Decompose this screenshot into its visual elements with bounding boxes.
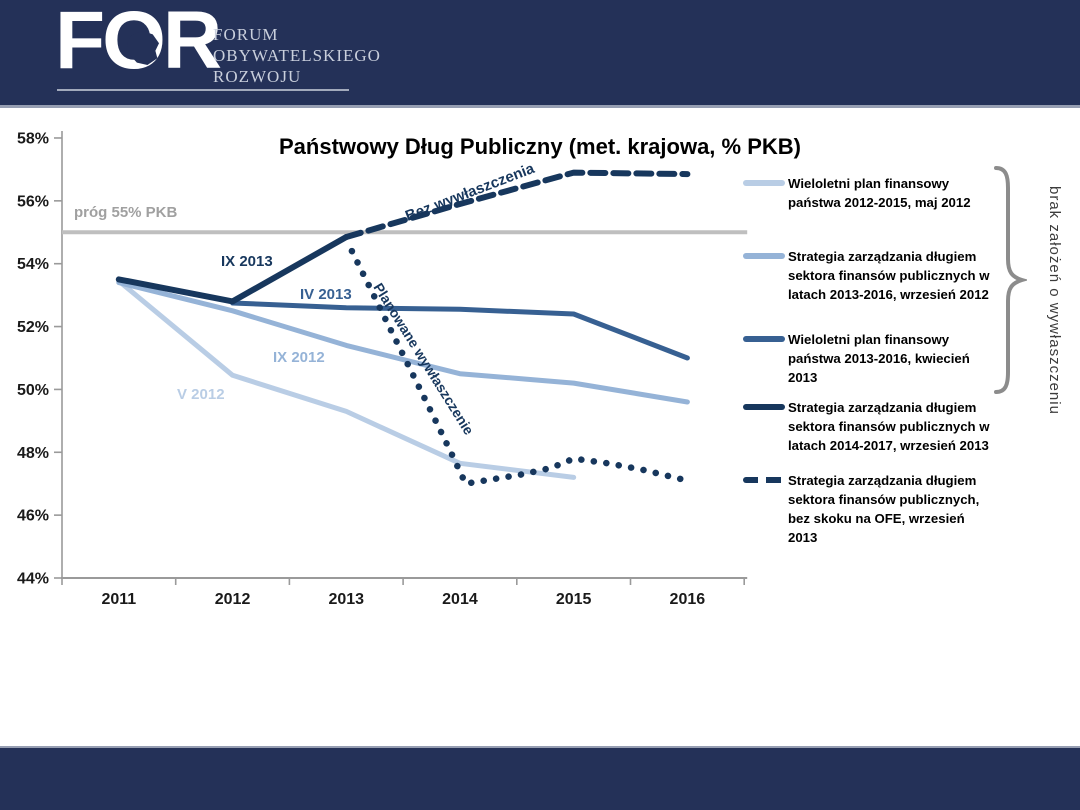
svg-text:2014: 2014 (442, 591, 478, 608)
org-name-line: ROZWOJU (213, 67, 302, 86)
legend-label: Wieloletni plan finansowy państwa 2012-2… (788, 176, 971, 210)
for-logo: FOR FORUM OBYWATELSKIEGO ROZWOJU (55, 0, 395, 104)
legend-key-line (743, 336, 785, 342)
org-name-line: OBYWATELSKIEGO (213, 46, 381, 65)
legend-label: Strategia zarządzania długiem sektora fi… (788, 249, 990, 302)
org-name: FORUM OBYWATELSKIEGO ROZWOJU (213, 24, 381, 87)
threshold-label: próg 55% PKB (74, 204, 178, 221)
series-label-ix2012: IX 2012 (273, 349, 325, 366)
brace-icon (994, 166, 1027, 394)
side-note-no-expropriation: brak założeń o wywłaszczeniu (1046, 186, 1063, 415)
svg-text:2012: 2012 (215, 591, 251, 608)
legend-label: Wieloletni plan finansowy państwa 2013-2… (788, 332, 970, 385)
svg-text:2011: 2011 (101, 591, 136, 608)
svg-text:2016: 2016 (670, 591, 706, 608)
legend-key-line (743, 477, 785, 483)
header-band: FOR FORUM OBYWATELSKIEGO ROZWOJU (0, 0, 1080, 108)
logo-underline (57, 89, 349, 91)
svg-text:2013: 2013 (328, 591, 364, 608)
svg-text:52%: 52% (17, 319, 49, 336)
series-label-iv2013: IV 2013 (300, 286, 352, 303)
svg-text:2015: 2015 (556, 591, 592, 608)
svg-text:56%: 56% (17, 193, 49, 210)
svg-text:44%: 44% (17, 571, 49, 588)
svg-text:50%: 50% (17, 382, 49, 399)
legend-item: Strategia zarządzania długiem sektora fi… (743, 471, 993, 547)
legend-label: Strategia zarządzania długiem sektora fi… (788, 473, 980, 545)
svg-text:46%: 46% (17, 508, 49, 525)
svg-text:58%: 58% (17, 130, 49, 147)
svg-text:54%: 54% (17, 256, 49, 273)
chart-title: Państwowy Dług Publiczny (met. krajowa, … (279, 134, 801, 159)
legend-label: Strategia zarządzania długiem sektora fi… (788, 400, 990, 453)
legend-item: Strategia zarządzania długiem sektora fi… (743, 247, 993, 304)
legend-key-line (743, 404, 785, 410)
legend-item: Strategia zarządzania długiem sektora fi… (743, 398, 993, 455)
series-label-v2012: V 2012 (177, 386, 225, 403)
org-name-line: FORUM (213, 25, 279, 44)
legend-key-line (743, 180, 785, 186)
footer-band (0, 746, 1080, 810)
series-label-ix2013: IX 2013 (221, 253, 273, 270)
legend-item: Wieloletni plan finansowy państwa 2013-2… (743, 330, 993, 387)
legend-item: Wieloletni plan finansowy państwa 2012-2… (743, 174, 993, 212)
legend-key-line (743, 253, 785, 259)
svg-text:48%: 48% (17, 445, 49, 462)
